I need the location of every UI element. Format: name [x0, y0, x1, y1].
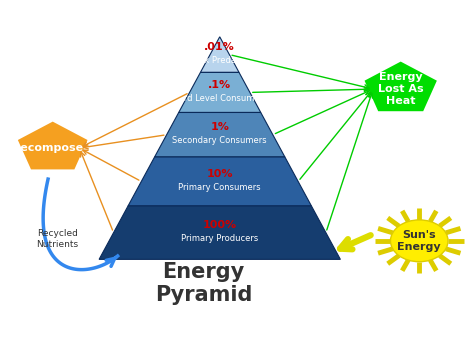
Text: Primary Consumers: Primary Consumers	[178, 183, 261, 192]
Text: Apex Predators: Apex Predators	[188, 56, 252, 65]
Text: Primary Producers: Primary Producers	[181, 234, 258, 243]
Text: Secondary Consumers: Secondary Consumers	[173, 136, 267, 145]
Text: Sun's
Energy: Sun's Energy	[397, 230, 441, 252]
Polygon shape	[201, 37, 239, 72]
Text: Third Level Consumers: Third Level Consumers	[172, 94, 268, 103]
Polygon shape	[155, 113, 285, 157]
Polygon shape	[128, 157, 311, 206]
Text: 10%: 10%	[207, 169, 233, 179]
Polygon shape	[17, 120, 89, 170]
Text: 100%: 100%	[203, 220, 237, 230]
Text: Energy
Lost As
Heat: Energy Lost As Heat	[378, 72, 423, 106]
Text: .01%: .01%	[204, 42, 235, 52]
Text: Decomposers: Decomposers	[10, 143, 95, 153]
Polygon shape	[99, 206, 340, 259]
Circle shape	[391, 220, 448, 262]
Text: Energy
Pyramid: Energy Pyramid	[155, 262, 252, 305]
Polygon shape	[179, 72, 261, 113]
Text: .1%: .1%	[208, 80, 231, 90]
Polygon shape	[363, 61, 438, 112]
Text: 1%: 1%	[210, 122, 229, 132]
Text: Recycled
Nutrients: Recycled Nutrients	[36, 230, 78, 249]
